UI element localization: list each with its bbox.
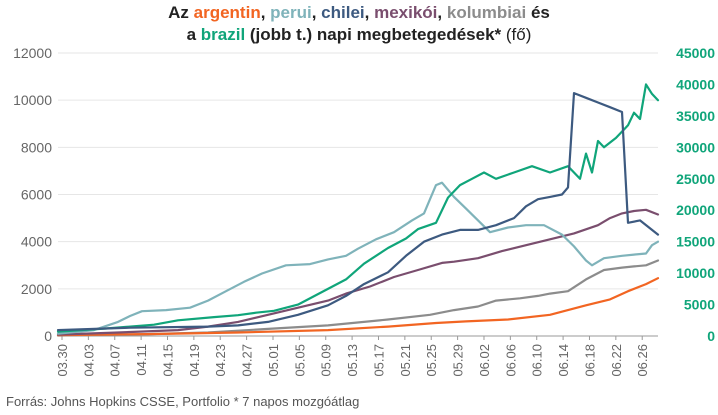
y-right-tick-label: 35000: [676, 108, 715, 124]
x-tick-label: 05.25: [424, 344, 439, 377]
y-left-tick-label: 10000: [13, 92, 52, 108]
x-tick-label: 04.15: [160, 344, 175, 377]
series-line-brazil: [56, 83, 660, 333]
x-tick-label: 06.10: [530, 344, 545, 377]
title-perui: perui: [270, 3, 312, 22]
title-sep: ,: [311, 3, 322, 22]
x-tick-label: 06.18: [582, 344, 597, 377]
y-right-tick-label: 40000: [676, 76, 715, 92]
title-kolumbiai: kolumbiai: [446, 3, 527, 22]
chart-title: Az argentin, perui, chilei, mexikói, kol…: [0, 2, 718, 46]
source-note: Forrás: Johns Hopkins CSSE, Portfolio * …: [6, 394, 360, 409]
y-right-tick-label: 20000: [676, 202, 715, 218]
series-line-mexikoi: [56, 208, 660, 336]
y-right-tick-label: 5000: [684, 297, 715, 313]
y-left-tick-label: 6000: [21, 187, 52, 203]
title-chilei: chilei: [321, 3, 365, 22]
y-left-tick-label: 8000: [21, 139, 52, 155]
series-line-perui: [56, 181, 660, 335]
y-axis-right: 0 5000 10000 15000 20000 25000 30000 35000 40000…: [676, 45, 715, 344]
x-tick-label: 04.07: [108, 344, 123, 377]
x-tick-label: 04.27: [240, 344, 255, 377]
y-right-tick-label: 0: [707, 328, 715, 344]
x-tick-label: 06.06: [503, 344, 518, 377]
y-axis-left: 0 2000 4000 6000 8000 10000 12000: [13, 45, 52, 344]
title-text: (jobb t.) napi megbetegedések*: [245, 25, 502, 44]
title-text: a: [186, 25, 201, 44]
x-tick-label: 04.03: [81, 344, 96, 377]
x-tick-label: 05.05: [292, 344, 307, 377]
series-line-argentin: [56, 277, 660, 337]
title-sep: ,: [260, 3, 271, 22]
y-left-tick-label: 0: [44, 328, 52, 344]
title-text: Az: [168, 3, 194, 22]
series-line-kolumbiai: [56, 259, 660, 337]
y-right-tick-label: 10000: [676, 265, 715, 281]
title-brazil: brazil: [200, 25, 246, 44]
y-right-tick-label: 15000: [676, 234, 715, 250]
x-tick-label: 05.21: [398, 344, 413, 377]
y-right-tick-label: 25000: [676, 171, 715, 187]
title-sep: ,: [437, 3, 447, 22]
x-tick-label: 04.19: [187, 344, 202, 377]
gridlines: [58, 52, 658, 337]
x-tick-label: 04.11: [134, 344, 149, 376]
x-tick-label: 04.23: [213, 344, 228, 377]
x-tick-label: 05.29: [451, 344, 466, 377]
series-lines: [56, 83, 660, 337]
y-left-tick-label: 4000: [21, 234, 52, 250]
title-argentin: argentin: [193, 3, 261, 22]
x-tick-label: 03.30: [55, 344, 70, 377]
x-tick-label: 05.01: [266, 344, 281, 377]
y-left-tick-label: 2000: [21, 281, 52, 297]
series-line-chilei: [56, 92, 660, 332]
x-tick-label: 05.13: [345, 344, 360, 377]
title-sep: ,: [364, 3, 375, 22]
x-tick-label: 05.09: [319, 344, 334, 377]
x-tick-label: 06.22: [609, 344, 624, 377]
title-text: és: [526, 3, 550, 22]
x-tick-label: 06.14: [556, 344, 571, 377]
x-axis: 03.30 04.03 04.07 04.11 04.15 04.19 04.23 04.27…: [55, 336, 650, 377]
y-right-tick-label: 30000: [676, 139, 715, 155]
title-mexikoi: mexikói: [374, 3, 438, 22]
x-tick-label: 06.02: [477, 344, 492, 377]
title-line-2: a brazil (jobb t.) napi megbetegedések* …: [0, 24, 718, 46]
y-left-tick-label: 12000: [13, 45, 52, 61]
y-right-tick-label: 45000: [676, 45, 715, 61]
x-tick-label: 05.17: [371, 344, 386, 377]
x-tick-label: 06.26: [635, 344, 650, 377]
title-line-1: Az argentin, perui, chilei, mexikói, kol…: [0, 2, 718, 24]
title-unit: (fő): [501, 25, 532, 44]
